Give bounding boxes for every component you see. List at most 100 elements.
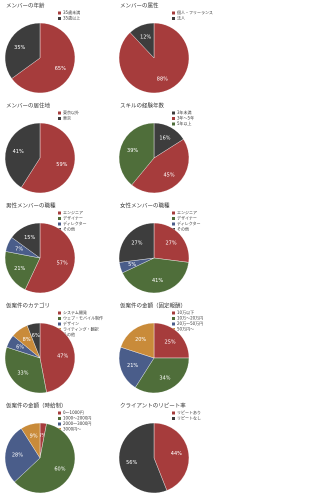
legend-swatch: [58, 17, 61, 20]
legend-swatch: [172, 17, 175, 20]
legend-swatch: [172, 317, 175, 320]
slice-label: 28%: [12, 453, 23, 459]
legend-swatch: [172, 311, 175, 315]
legend-swatch: [58, 11, 61, 15]
legend-swatch: [172, 117, 175, 120]
pie-slice: [153, 222, 190, 263]
legend-swatch: [58, 222, 61, 226]
legend-label: 10万以下: [177, 310, 194, 315]
slice-label: 47%: [57, 353, 68, 359]
slice-label: 15%: [24, 235, 35, 241]
chart-title: 仮案件の金額（時給制）: [6, 402, 67, 410]
slice-label: 21%: [14, 266, 25, 272]
pie-slice: [118, 122, 155, 186]
legend-label: 0～1000円: [63, 410, 84, 415]
slice-label: 65%: [55, 66, 66, 72]
legend-swatch: [58, 417, 61, 420]
legend-label: ライティング・翻訳: [63, 326, 99, 332]
legend-swatch: [172, 417, 175, 420]
legend-label: リピートなし: [177, 415, 201, 421]
slice-label: 60%: [54, 466, 65, 472]
legend-label: ディレクター: [63, 220, 87, 226]
slice-label: 59%: [56, 162, 67, 168]
legend-label: ウェブ・モバイル制作: [63, 315, 103, 321]
legend-label: 東京: [63, 115, 71, 121]
legend-label: エンジニア: [177, 210, 197, 215]
legend-label: デザイナー: [63, 215, 83, 221]
pie-chart: 仮案件のカテゴリシステム開発ウェブ・モバイル制作デザインライティング・翻訳その他…: [4, 302, 103, 394]
legend-label: 1000～2000円: [63, 416, 91, 421]
legend-swatch: [172, 111, 175, 115]
legend-swatch: [172, 122, 175, 126]
pie-slice: [118, 222, 155, 263]
legend-swatch: [58, 217, 61, 220]
chart-title: 仮案件の金額（固定報酬）: [120, 302, 186, 310]
legend-label: ディレクター: [177, 220, 201, 226]
pie-slice: [4, 251, 41, 290]
legend-swatch: [172, 11, 175, 15]
slice-label: 57%: [57, 260, 68, 266]
slice-label: 39%: [127, 148, 138, 154]
chart-title: メンバーの属性: [120, 2, 159, 10]
pie-slice: [118, 422, 168, 494]
legend-swatch: [58, 311, 61, 315]
slice-label: 3%: [38, 433, 46, 439]
slice-label: 45%: [163, 173, 174, 179]
pie-slice: [4, 346, 47, 394]
pie-slice: [4, 428, 41, 483]
legend-swatch: [58, 411, 61, 415]
chart-title: スキルの経験年数: [120, 102, 165, 110]
chart-title: メンバーの年齢: [6, 2, 45, 10]
pie-slice: [120, 322, 155, 359]
pie-slice: [14, 423, 76, 494]
legend-label: 10万～20万円: [177, 316, 203, 321]
legend-label: 35歳未満: [63, 9, 80, 15]
slice-label: 9%: [30, 434, 38, 440]
legend-label: その他: [63, 226, 75, 232]
legend-label: システム開発: [63, 309, 87, 315]
legend-swatch: [172, 211, 175, 215]
pie-slice: [118, 346, 155, 388]
slice-label: 6%: [32, 333, 40, 339]
legend-label: 3年未満: [177, 109, 192, 115]
legend-label: 個人・フリーランス: [177, 9, 213, 15]
slice-label: 88%: [157, 77, 168, 83]
slice-label: 35%: [14, 45, 25, 51]
legend-swatch: [58, 322, 61, 326]
legend-label: デザイナー: [177, 215, 197, 221]
pie-slice: [39, 322, 76, 393]
pie-slice: [11, 22, 76, 94]
legend-label: リピートあり: [177, 409, 201, 415]
slice-label: 41%: [152, 278, 163, 284]
slice-label: 34%: [159, 375, 170, 381]
pie-slice: [153, 422, 190, 491]
legend-label: 5年以上: [177, 120, 192, 126]
legend-label: 東京以外: [63, 109, 79, 115]
pie-slice: [24, 222, 76, 294]
legend-swatch: [172, 222, 175, 226]
legend-swatch: [58, 117, 61, 120]
legend-label: エンジニア: [63, 210, 83, 215]
legend-label: 法人: [177, 15, 185, 21]
pie-slice: [4, 22, 41, 79]
pie-slice: [129, 22, 155, 59]
legend-swatch: [58, 111, 61, 115]
legend-label: 50万円～: [177, 327, 194, 332]
slice-label: 6%: [16, 345, 24, 351]
slice-label: 20%: [135, 337, 146, 343]
chart-title: 女性メンバーの職種: [120, 202, 170, 210]
slice-label: 16%: [159, 136, 170, 142]
legend-swatch: [172, 322, 175, 326]
slice-label: 25%: [165, 339, 176, 345]
legend-label: 3年～5年: [177, 115, 194, 121]
chart-title: 男性メンバーの職種: [6, 202, 56, 210]
pie-slice: [20, 422, 41, 459]
slice-label: 5%: [128, 262, 136, 268]
